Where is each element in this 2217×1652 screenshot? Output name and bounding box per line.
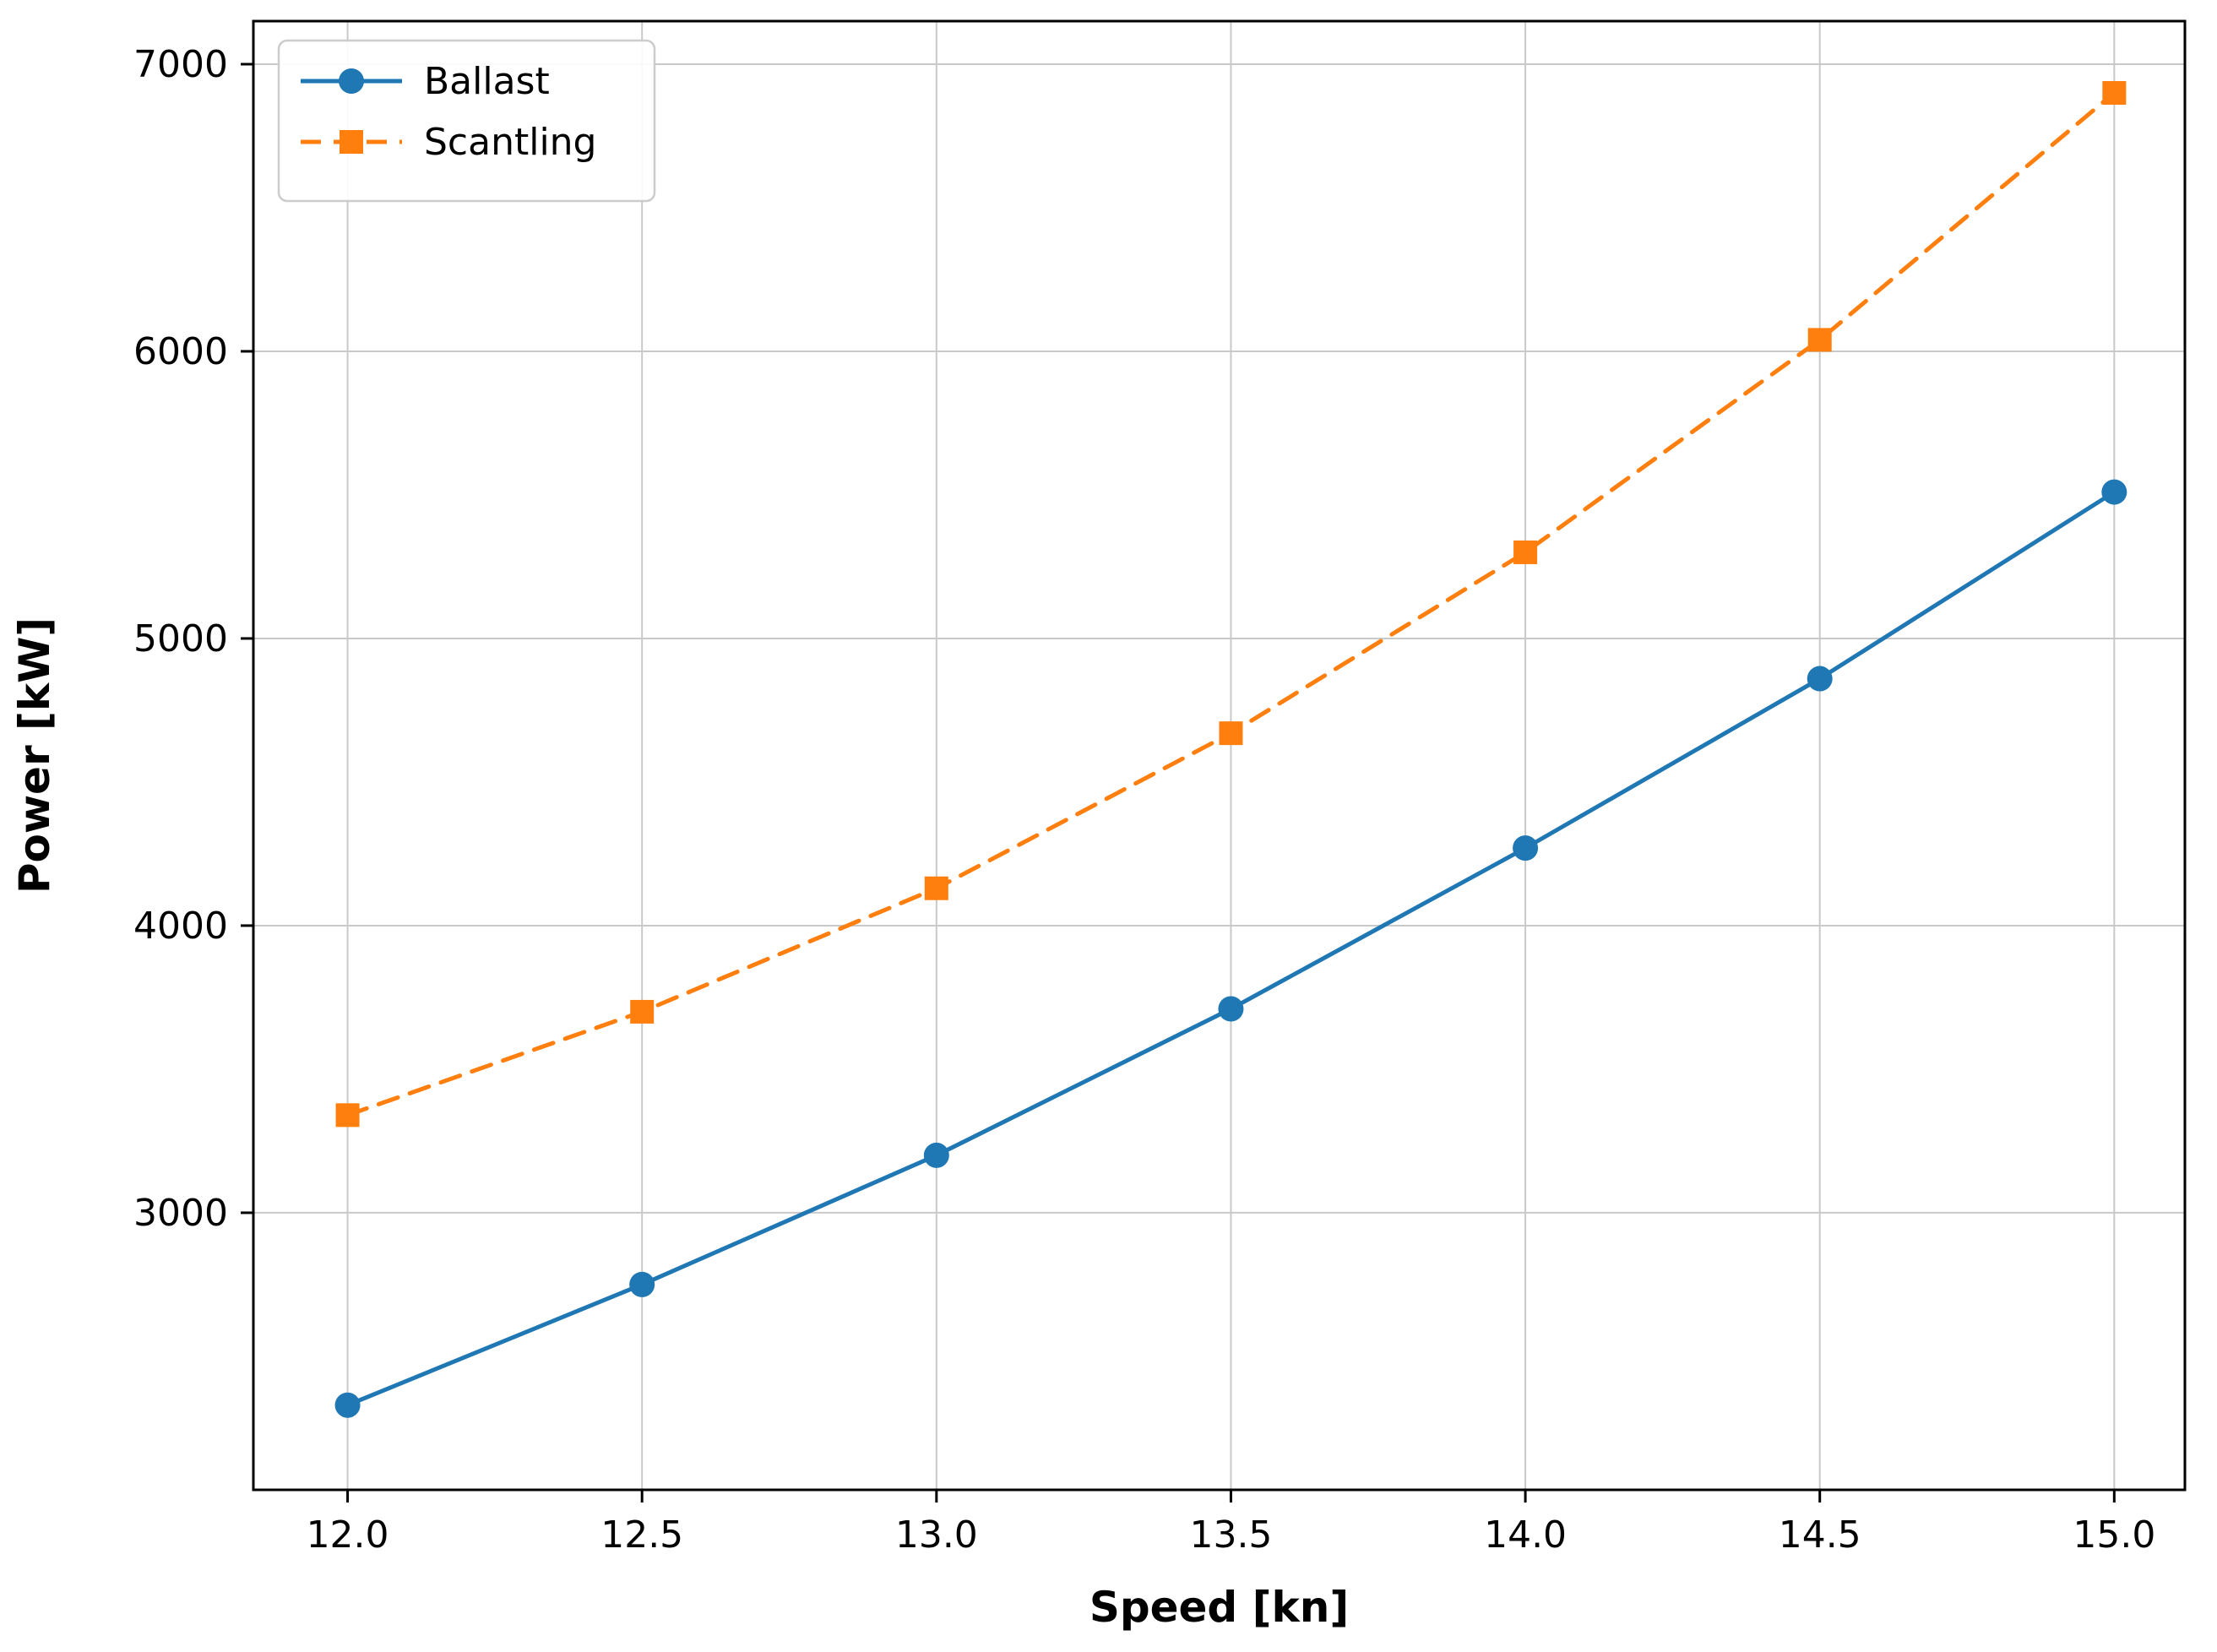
data-point-circle <box>334 1392 361 1418</box>
data-point-circle <box>1807 666 1833 692</box>
data-point-square <box>1807 328 1832 352</box>
data-point-square <box>630 999 655 1024</box>
x-tick-label: 13.5 <box>1189 1513 1272 1557</box>
y-axis-label: Power [kW] <box>10 617 59 894</box>
y-tick-label: 5000 <box>133 617 228 660</box>
legend-marker-square <box>340 130 363 154</box>
y-tick-label: 7000 <box>133 43 228 86</box>
data-point-circle <box>2101 479 2127 505</box>
data-point-square <box>1513 540 1538 564</box>
y-tick-label: 4000 <box>133 905 228 948</box>
x-tick-label: 12.5 <box>600 1513 683 1557</box>
data-point-square <box>2102 80 2127 105</box>
data-point-square <box>335 1103 360 1128</box>
legend-label: Scantling <box>424 121 597 164</box>
y-tick-label: 3000 <box>133 1192 228 1235</box>
data-point-square <box>924 876 948 900</box>
x-tick-label: 14.0 <box>1484 1513 1567 1557</box>
x-tick-label: 15.0 <box>2073 1513 2155 1557</box>
y-tick-label: 6000 <box>133 330 228 373</box>
data-point-circle <box>923 1142 949 1168</box>
legend-marker-circle <box>339 68 364 94</box>
data-point-circle <box>1218 996 1244 1022</box>
data-point-square <box>1219 721 1243 746</box>
data-point-circle <box>629 1271 655 1297</box>
legend: Ballast Scantling <box>277 39 656 203</box>
x-tick-label: 12.0 <box>307 1513 389 1557</box>
x-tick-label: 14.5 <box>1779 1513 1861 1557</box>
x-tick-label: 13.0 <box>895 1513 978 1557</box>
axes-box <box>252 19 2187 1492</box>
data-point-circle <box>1513 835 1539 861</box>
x-axis-label: Speed [kn] <box>1089 1583 1349 1632</box>
legend-label: Ballast <box>424 60 550 103</box>
